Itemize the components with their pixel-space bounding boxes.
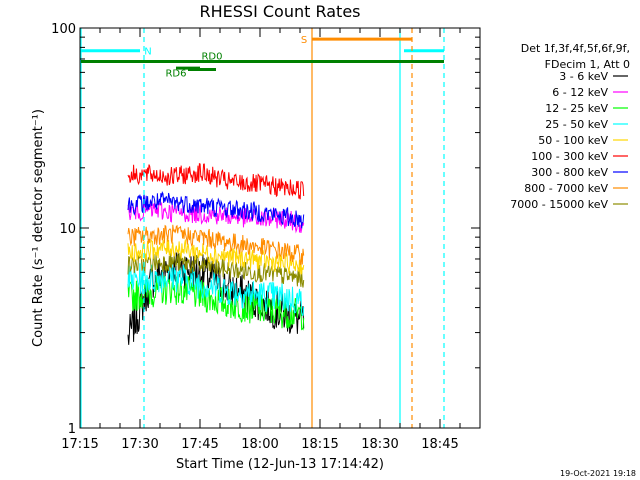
y-axis-label: Count Rate (s⁻¹ detector segment⁻¹): [31, 109, 46, 347]
series-line-12-25keV: [127, 275, 305, 331]
x-tick-label: 17:45: [181, 437, 218, 452]
legend-header: Det 1f,3f,4f,5f,6f,9f,: [521, 42, 630, 55]
series-line-50-100keV: [127, 237, 305, 275]
chart-title: RHESSI Count Rates: [200, 2, 361, 21]
series-line-25-50keV: [127, 261, 305, 316]
legend-entry: 100 - 300 keV: [531, 150, 608, 163]
legend-header: FDecim 1, Att 0: [545, 58, 630, 71]
series-line-300-800keV: [127, 190, 305, 229]
legend-entry: 7000 - 15000 keV: [510, 198, 608, 211]
legend-entry: 3 - 6 keV: [559, 70, 608, 83]
x-tick-label: 18:45: [421, 437, 458, 452]
legend: Det 1f,3f,4f,5f,6f,9f, FDecim 1, Att 03 -…: [510, 42, 630, 211]
x-tick-label: 17:15: [61, 437, 98, 452]
x-tick-label: 18:15: [301, 437, 338, 452]
y-tick-label: 1: [68, 422, 76, 437]
legend-entry: 800 - 7000 keV: [524, 182, 608, 195]
x-tick-label: 18:30: [361, 437, 398, 452]
series-line-800-7000keV: [127, 224, 305, 266]
traces: [127, 162, 305, 345]
y-axis: 1 10 100: [51, 22, 480, 437]
legend-entry: 300 - 800 keV: [531, 166, 608, 179]
x-tick-label: 18:00: [241, 437, 278, 452]
x-axis: 17:15 17:30 17:45 18:00 18:15 18:30 18:45: [61, 28, 461, 452]
x-tick-label: 17:30: [121, 437, 158, 452]
legend-entry: 6 - 12 keV: [552, 86, 608, 99]
footer-timestamp: 19-Oct-2021 19:18: [560, 469, 636, 478]
annotation-label: S: [301, 35, 307, 46]
annotations: N S RD0 RD6: [80, 28, 445, 428]
annotation-label: RD0: [201, 51, 222, 62]
legend-entry: 50 - 100 keV: [538, 134, 608, 147]
y-tick-label: 100: [51, 22, 76, 37]
legend-entry: 25 - 50 keV: [545, 118, 608, 131]
legend-entry: 12 - 25 keV: [545, 102, 608, 115]
series-line-100-300keV: [127, 162, 305, 200]
plot-frame: [79, 27, 481, 429]
annotation-label: RD6: [165, 69, 186, 80]
x-axis-label: Start Time (12-Jun-13 17:14:42): [176, 457, 384, 472]
y-tick-label: 10: [59, 222, 76, 237]
annotation-label: N: [144, 47, 151, 58]
